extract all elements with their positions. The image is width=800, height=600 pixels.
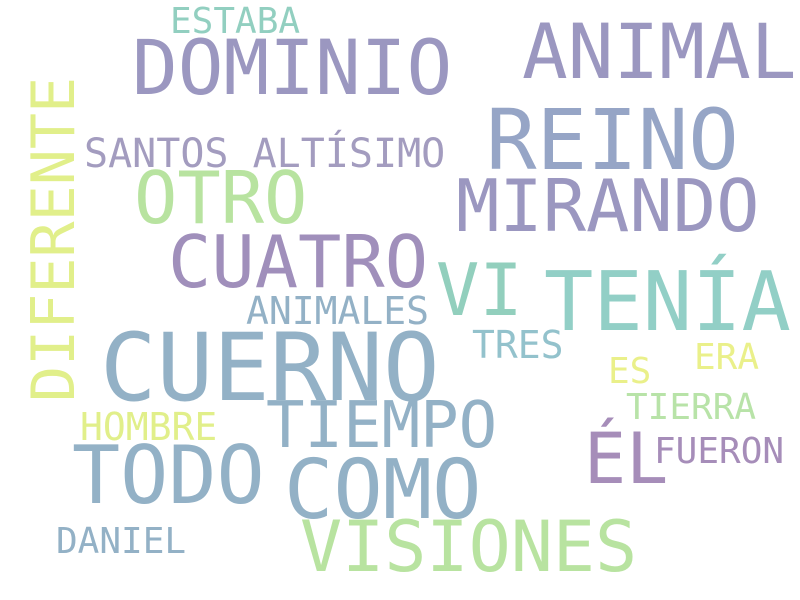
word-tiempo: TIEMPO [266,389,498,463]
word-es: ES [608,351,652,392]
word-el: ÉL [584,418,669,500]
word-estaba: ESTABA [170,1,301,42]
word-diferente: DIFERENTE [19,76,89,402]
word-tierra: TIERRA [626,387,757,428]
word-animal: ANIMAL [522,7,797,96]
word-cuerno: CUERNO [100,314,440,423]
word-visiones: VISIONES [300,506,638,588]
word-santos-altisimo: SANTOS ALTÍSIMO [84,131,446,177]
word-todo: TODO [72,429,265,522]
word-como: COMO [284,443,482,538]
word-reino: REINO [486,91,739,189]
word-hombre: HOMBRE [80,405,218,449]
word-tenia: TENÍA [544,255,791,350]
word-animales: ANIMALES [246,289,430,333]
word-vi: VI [436,248,523,332]
word-fueron: FUERON [654,431,785,472]
word-mirando: MIRANDO [456,164,760,248]
word-era: ERA [694,337,760,378]
word-dominio: DOMINIO [132,23,453,112]
word-daniel: DANIEL [56,521,187,562]
word-otro: OTRO [134,156,308,240]
word-cuatro: CUATRO [168,220,429,304]
word-tres: TRES [472,323,564,367]
